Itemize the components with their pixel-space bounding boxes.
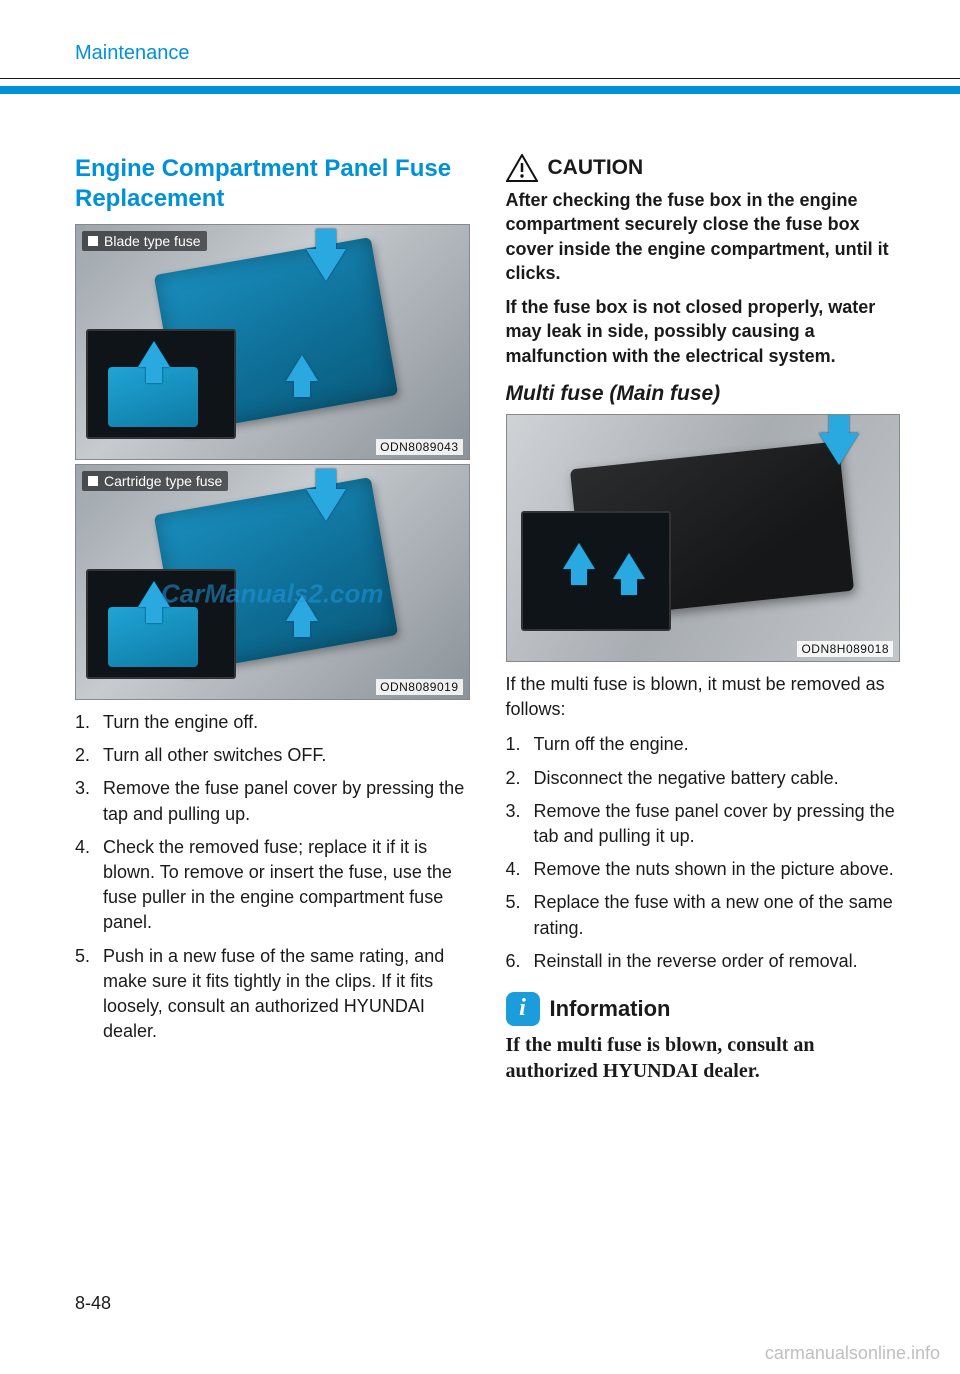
figure-label-text: Blade type fuse — [104, 233, 201, 249]
figure-blade-type-fuse: Blade type fuse ODN8089043 — [75, 224, 470, 460]
arrow-down-icon — [819, 433, 859, 465]
caution-paragraph: After checking the fuse box in the engin… — [506, 188, 901, 285]
figure-inset — [86, 329, 236, 439]
figure-code: ODN8H089018 — [797, 641, 893, 657]
information-icon: i — [506, 992, 540, 1026]
square-bullet-icon — [88, 236, 98, 246]
figure-multi-fuse: ODN8H089018 — [506, 414, 901, 662]
arrow-down-icon — [306, 249, 346, 281]
left-column: Engine Compartment Panel Fuse Replacemen… — [75, 154, 470, 1084]
arrow-down-icon — [306, 489, 346, 521]
list-item: Remove the fuse panel cover by pressing … — [506, 799, 901, 849]
caution-paragraph: If the fuse box is not closed properly, … — [506, 295, 901, 368]
list-item: Reinstall in the reverse order of remova… — [506, 949, 901, 974]
figure-cartridge-type-fuse: CarManuals2.com Cartridge type fuse ODN8… — [75, 464, 470, 700]
information-header: i Information — [506, 992, 901, 1026]
list-item: Replace the fuse with a new one of the s… — [506, 890, 901, 940]
information-body: If the multi fuse is blown, consult an a… — [506, 1032, 901, 1084]
multi-fuse-intro: If the multi fuse is blown, it must be r… — [506, 672, 901, 722]
right-column: CAUTION After checking the fuse box in t… — [506, 154, 901, 1084]
figure-code: ODN8089019 — [376, 679, 462, 695]
figure-label: Blade type fuse — [82, 231, 207, 251]
list-item: Turn the engine off. — [75, 710, 470, 735]
header-accent-rule — [0, 86, 960, 94]
multi-fuse-subheading: Multi fuse (Main fuse) — [506, 382, 901, 406]
left-section-title: Engine Compartment Panel Fuse Replacemen… — [75, 154, 470, 214]
list-item: Disconnect the negative battery cable. — [506, 766, 901, 791]
arrow-up-icon — [563, 543, 595, 569]
left-steps-list: Turn the engine off. Turn all other swit… — [75, 710, 470, 1044]
section-label: Maintenance — [75, 42, 900, 65]
caution-triangle-icon — [506, 154, 538, 182]
caution-title: CAUTION — [548, 156, 644, 180]
information-title: Information — [550, 996, 671, 1022]
caution-header: CAUTION — [506, 154, 901, 182]
list-item: Push in a new fuse of the same rating, a… — [75, 944, 470, 1045]
figure-inset — [521, 511, 671, 631]
page-number: 8-48 — [75, 1293, 111, 1314]
figure-label: Cartridge type fuse — [82, 471, 228, 491]
header-thin-rule — [0, 78, 960, 79]
arrow-up-icon — [286, 355, 318, 381]
list-item: Check the removed fuse; replace it if it… — [75, 835, 470, 936]
content-columns: Engine Compartment Panel Fuse Replacemen… — [0, 94, 960, 1084]
figure-code: ODN8089043 — [376, 439, 462, 455]
list-item: Turn off the engine. — [506, 732, 901, 757]
watermark-text: CarManuals2.com — [161, 578, 384, 609]
arrow-up-icon — [613, 553, 645, 579]
footer-url: carmanualsonline.info — [765, 1343, 940, 1364]
page-header: Maintenance — [0, 0, 960, 78]
right-steps-list: Turn off the engine. Disconnect the nega… — [506, 732, 901, 974]
list-item: Turn all other switches OFF. — [75, 743, 470, 768]
square-bullet-icon — [88, 476, 98, 486]
arrow-up-icon — [138, 341, 170, 367]
list-item: Remove the nuts shown in the picture abo… — [506, 857, 901, 882]
caution-body: After checking the fuse box in the engin… — [506, 188, 901, 368]
list-item: Remove the fuse panel cover by pressing … — [75, 776, 470, 826]
caution-callout: CAUTION After checking the fuse box in t… — [506, 154, 901, 368]
figure-label-text: Cartridge type fuse — [104, 473, 222, 489]
